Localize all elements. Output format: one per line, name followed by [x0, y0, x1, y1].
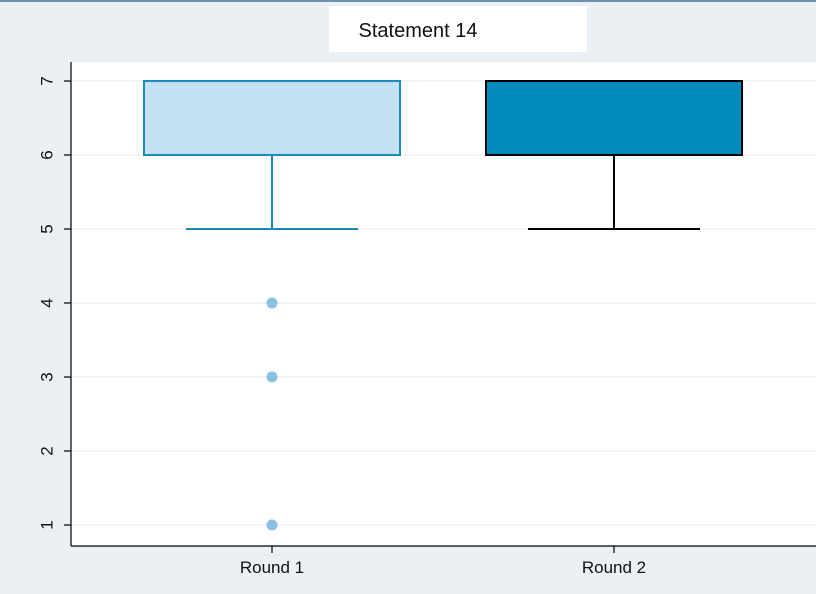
y-tick-label-4: 4	[37, 298, 56, 307]
box-1-iqr-rect	[143, 80, 401, 156]
y-tick-label-2: 2	[37, 446, 56, 455]
axis-layer: 1 2 3 4 5 6 7 Round 1 Round 2	[37, 62, 816, 577]
x-tick-label-2: Round 2	[582, 558, 646, 577]
box-2	[485, 80, 743, 230]
y-tick-label-7: 7	[37, 76, 56, 85]
y-tick-label-5: 5	[37, 224, 56, 233]
box-layer	[143, 80, 743, 230]
y-tick-label-6: 6	[37, 150, 56, 159]
y-tick-label-1: 1	[37, 520, 56, 529]
box-1-outlier-4	[266, 297, 278, 309]
chart-title: Statement 14	[359, 20, 478, 42]
title-layer: Statement 14	[329, 6, 587, 52]
box-1	[143, 80, 401, 230]
box-1-outlier-1	[266, 519, 278, 531]
outlier-layer	[266, 297, 278, 531]
y-tick-label-3: 3	[37, 372, 56, 381]
title-box	[329, 6, 587, 52]
x-tick-label-1: Round 1	[240, 558, 304, 577]
box-2-iqr-rect	[485, 80, 743, 156]
box-1-outlier-3	[266, 371, 278, 383]
